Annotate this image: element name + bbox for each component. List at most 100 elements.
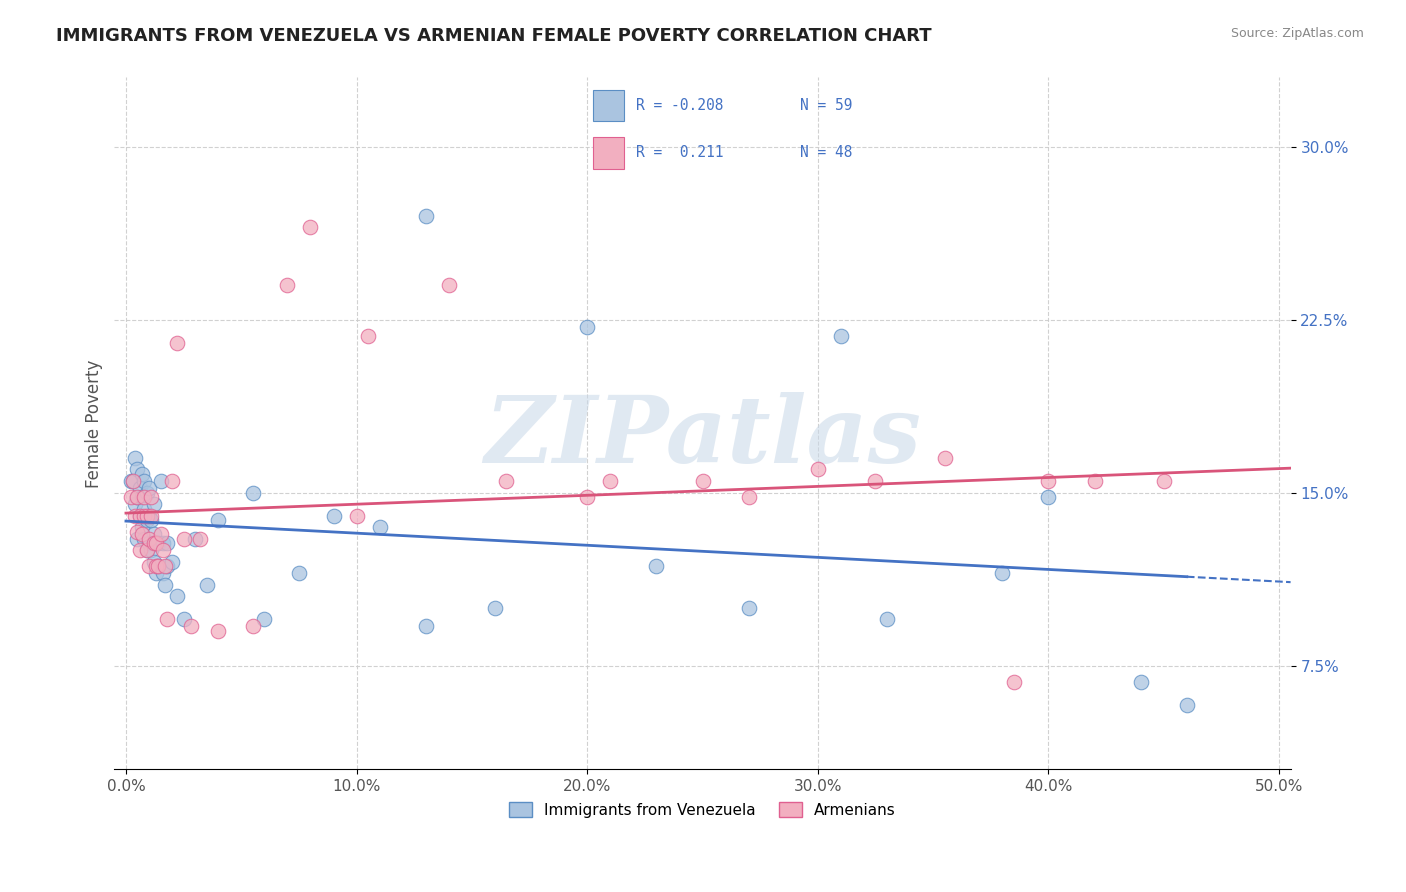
Point [141, 508, 163, 523]
Point [135, 508, 157, 523]
Point [142, 536, 165, 550]
Point [138, 532, 160, 546]
Point [135, 513, 157, 527]
Point [692, 474, 714, 488]
Point [127, 532, 149, 546]
Point [131, 527, 153, 541]
FancyBboxPatch shape [593, 137, 624, 169]
Point [152, 543, 174, 558]
Point [138, 559, 160, 574]
Point [576, 490, 599, 504]
Point [134, 501, 156, 516]
Point [357, 328, 380, 343]
Point [135, 543, 157, 558]
Point [153, 559, 176, 574]
Point [152, 566, 174, 581]
Point [1153, 474, 1175, 488]
Point [135, 485, 157, 500]
Point [135, 543, 157, 558]
Text: IMMIGRANTS FROM VENEZUELA VS ARMENIAN FEMALE POVERTY CORRELATION CHART: IMMIGRANTS FROM VENEZUELA VS ARMENIAN FE… [56, 27, 932, 45]
Text: R =  0.211: R = 0.211 [636, 145, 724, 161]
Point [138, 508, 160, 523]
Point [121, 474, 143, 488]
Point [322, 508, 344, 523]
Point [145, 536, 167, 550]
Point [437, 278, 460, 293]
Point [865, 474, 887, 488]
Point [599, 474, 621, 488]
Point [195, 578, 218, 592]
Point [276, 278, 298, 293]
Point [576, 319, 599, 334]
Point [131, 467, 153, 482]
Point [127, 490, 149, 504]
Point [134, 532, 156, 546]
Point [134, 490, 156, 504]
Text: Source: ZipAtlas.com: Source: ZipAtlas.com [1230, 27, 1364, 40]
Point [134, 474, 156, 488]
Point [876, 612, 898, 626]
Point [1083, 474, 1105, 488]
Point [128, 508, 150, 523]
Point [149, 474, 172, 488]
Text: ZIPatlas: ZIPatlas [484, 392, 921, 483]
Point [188, 532, 211, 546]
Point [242, 485, 264, 500]
Point [128, 508, 150, 523]
Point [138, 536, 160, 550]
Point [156, 536, 179, 550]
Point [1038, 490, 1060, 504]
Point [124, 508, 146, 523]
Point [128, 543, 150, 558]
Point [121, 474, 143, 488]
Point [495, 474, 517, 488]
Point [142, 555, 165, 569]
Point [180, 619, 202, 633]
Point [156, 612, 179, 626]
Point [134, 508, 156, 523]
Point [152, 536, 174, 550]
Point [991, 566, 1014, 581]
Point [1129, 674, 1152, 689]
Point [299, 220, 322, 235]
Point [1038, 474, 1060, 488]
Point [160, 474, 183, 488]
Legend: Immigrants from Venezuela, Armenians: Immigrants from Venezuela, Armenians [503, 796, 901, 824]
Point [128, 481, 150, 495]
Point [138, 481, 160, 495]
Point [346, 508, 368, 523]
Point [145, 536, 167, 550]
Point [173, 612, 195, 626]
Point [148, 559, 170, 574]
Point [242, 619, 264, 633]
Point [1002, 674, 1025, 689]
Point [127, 462, 149, 476]
Point [156, 559, 179, 574]
Point [148, 559, 170, 574]
Text: N = 59: N = 59 [800, 98, 852, 113]
Point [160, 555, 183, 569]
Point [142, 497, 165, 511]
Point [141, 490, 163, 504]
Point [1175, 698, 1198, 712]
Point [141, 543, 163, 558]
Point [131, 490, 153, 504]
Point [288, 566, 311, 581]
Point [207, 624, 229, 638]
Point [149, 527, 172, 541]
Point [415, 619, 437, 633]
Point [415, 209, 437, 223]
FancyBboxPatch shape [593, 90, 624, 121]
Point [127, 524, 149, 539]
Point [253, 612, 276, 626]
Point [124, 450, 146, 465]
Y-axis label: Female Poverty: Female Poverty [86, 359, 103, 488]
Point [145, 566, 167, 581]
Point [166, 335, 188, 350]
Point [142, 527, 165, 541]
Point [737, 490, 759, 504]
Point [131, 520, 153, 534]
Point [166, 590, 188, 604]
Point [207, 513, 229, 527]
Point [148, 536, 170, 550]
